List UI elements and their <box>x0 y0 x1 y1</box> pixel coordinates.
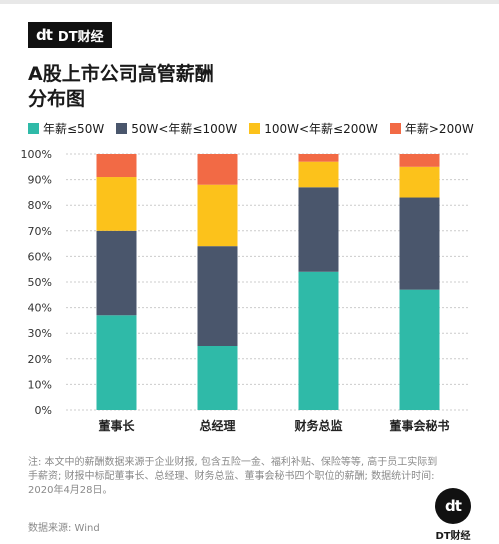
brand-name: DT财经 <box>57 29 104 45</box>
chart-title: A股上市公司高管薪酬 分布图 <box>28 63 214 110</box>
bar-segment-2 <box>399 197 440 290</box>
bar-segment-4 <box>96 154 137 178</box>
data-source: 数据来源: Wind <box>28 523 100 534</box>
y-tick-label: 100% <box>21 148 52 161</box>
bar-segment-3 <box>399 166 440 198</box>
x-category-label: 财务总监 <box>293 418 342 433</box>
stacked-bar-chart: 0% 10% 20% 30% 40% 50% 60% 70% 80% 90% 100% 董事长 总经理 财… <box>21 148 470 433</box>
y-tick-label: 10% <box>28 378 52 391</box>
brand-logo: dt DT财经 <box>427 488 479 542</box>
legend-swatch-3 <box>249 123 261 134</box>
brand-badge: dt DT财经 <box>28 22 112 48</box>
x-category-label: 董事会秘书 <box>389 418 449 433</box>
x-category-label: 董事长 <box>98 418 135 433</box>
bar-segment-4 <box>399 154 440 167</box>
legend-label-3: 100W<年薪≤200W <box>264 122 378 136</box>
top-bar <box>0 0 499 4</box>
legend-item-4: 年薪>200W <box>389 120 474 137</box>
legend-item-2: 50W<年薪≤100W <box>116 120 237 137</box>
y-tick-label: 50% <box>28 276 52 289</box>
y-tick-label: 30% <box>28 327 52 340</box>
bar-segment-2 <box>298 187 339 272</box>
logo-text: DT财经 <box>435 531 471 542</box>
bar-segment-2 <box>96 230 137 316</box>
y-tick-label: 90% <box>28 174 52 187</box>
legend-label-1: 年薪≤50W <box>43 122 105 136</box>
bar-segment-3 <box>96 177 137 231</box>
y-tick-label: 20% <box>28 353 52 366</box>
brand-mark: dt <box>36 26 53 44</box>
logo-icon: dt <box>435 488 471 524</box>
bar-segment-4 <box>197 154 238 185</box>
y-tick-label: 70% <box>28 225 52 238</box>
y-tick-label: 60% <box>28 250 52 263</box>
y-tick-label: 80% <box>28 199 52 212</box>
bar-segment-2 <box>197 246 238 346</box>
bar-segment-1 <box>197 346 238 410</box>
legend-swatch-4 <box>389 123 401 134</box>
bar-segment-1 <box>298 271 339 410</box>
legend-swatch-2 <box>116 123 128 134</box>
legend-swatch-1 <box>28 123 39 134</box>
legend: 年薪≤50W 50W<年薪≤100W 100W<年薪≤200W 年薪>200W <box>28 120 474 137</box>
legend-item-1: 年薪≤50W <box>28 120 104 137</box>
legend-item-3: 100W<年薪≤200W <box>249 120 378 137</box>
y-tick-label: 0% <box>35 404 52 417</box>
bar-segment-4 <box>298 154 339 162</box>
bar-segment-1 <box>96 315 137 410</box>
y-tick-label: 40% <box>28 302 52 315</box>
footnote: 注: 本文中的薪酬数据来源于企业财报, 包含五险一金、福利补贴、保险等等, 高于… <box>28 457 438 496</box>
bar-segment-3 <box>197 184 238 247</box>
legend-label-2: 50W<年薪≤100W <box>131 122 238 136</box>
legend-label-4: 年薪>200W <box>404 122 474 136</box>
bar-segment-1 <box>399 289 440 410</box>
bar-segment-3 <box>298 161 339 188</box>
x-category-label: 总经理 <box>199 418 235 433</box>
